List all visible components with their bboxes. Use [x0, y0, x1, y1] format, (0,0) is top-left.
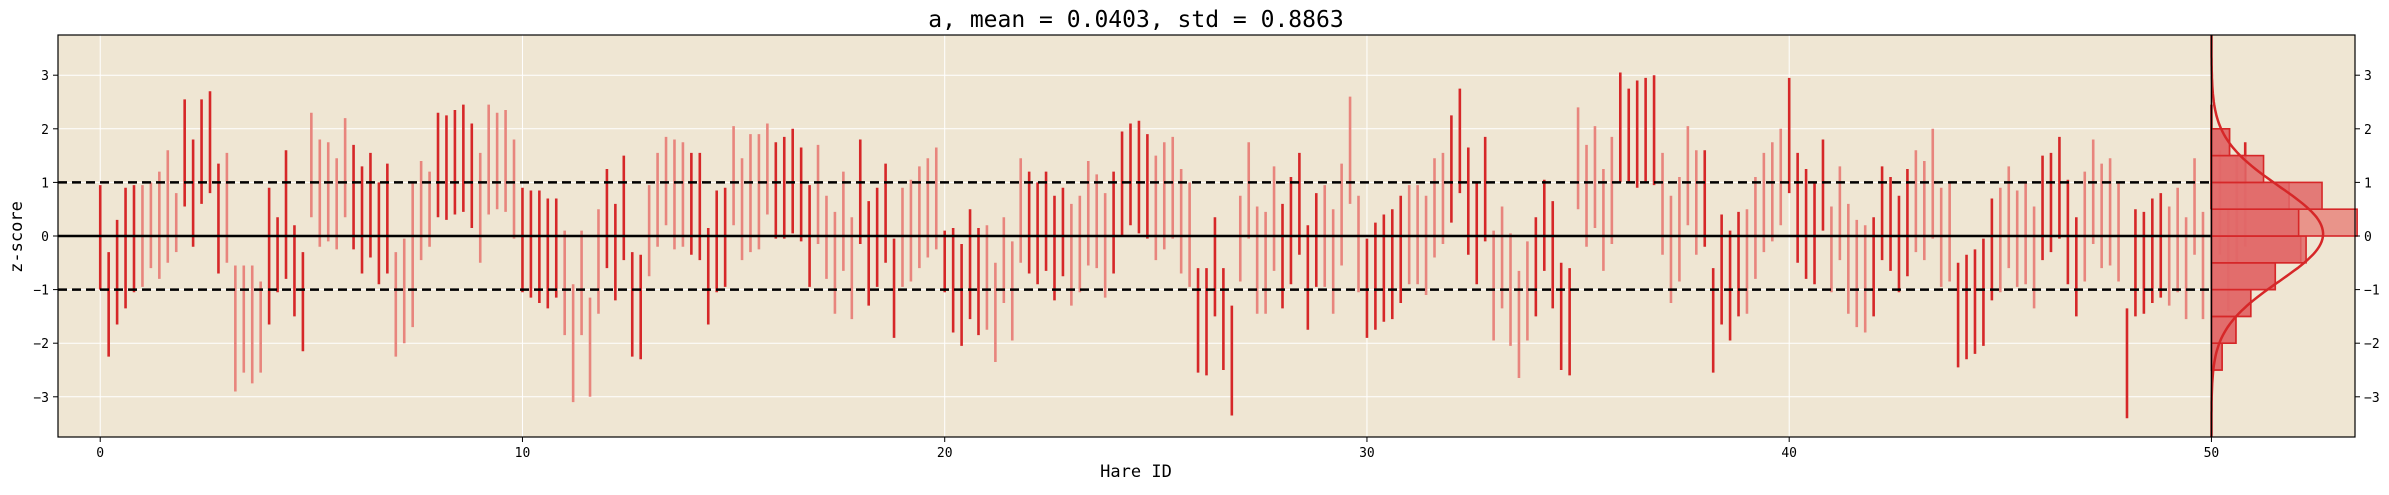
x-tick-label: 50: [2204, 446, 2220, 461]
x-tick-label: 0: [96, 446, 104, 461]
x-tick-label: 40: [1781, 446, 1797, 461]
histogram-bar: [2210, 128, 2231, 157]
y-tick-label-left: 1: [41, 176, 49, 191]
x-axis-label: Hare ID: [1100, 462, 1172, 482]
y-tick-label-right: 3: [2364, 69, 2372, 84]
histogram-bar: [2210, 235, 2307, 264]
plot-area: 0 10 20 30 40 50 −3 −3 −2 −2 −1 −1 0 0 1 1 2 2 3 3: [33, 34, 2380, 461]
y-tick-label-right: 1: [2364, 176, 2372, 191]
y-tick-label-right: 2: [2364, 123, 2372, 138]
y-tick-label-right: −3: [2364, 391, 2380, 406]
x-tick-label: 30: [1359, 446, 1375, 461]
x-tick-label: 10: [515, 446, 531, 461]
y-tick-label-left: −3: [33, 391, 49, 406]
y-tick-label-right: 0: [2364, 230, 2372, 245]
density-curve: [2210, 35, 2325, 438]
histogram-bar: [2210, 261, 2277, 291]
y-tick-label-left: 2: [41, 123, 49, 138]
histogram-bar: [2210, 288, 2252, 318]
y-tick-label-right: −1: [2364, 284, 2380, 299]
x-tick-label: 20: [937, 446, 953, 461]
y-tick-label-left: −2: [33, 337, 49, 352]
histogram-bar: [2210, 208, 2300, 237]
y-tick-label-left: 0: [41, 230, 49, 245]
y-tick-label-left: 3: [41, 69, 49, 84]
chart-title: a, mean = 0.0403, std = 0.8863: [928, 7, 1343, 33]
y-tick-label-right: −2: [2364, 337, 2380, 352]
y-tick-label-left: −1: [33, 284, 49, 299]
y-axis-label: z-score: [7, 201, 27, 273]
